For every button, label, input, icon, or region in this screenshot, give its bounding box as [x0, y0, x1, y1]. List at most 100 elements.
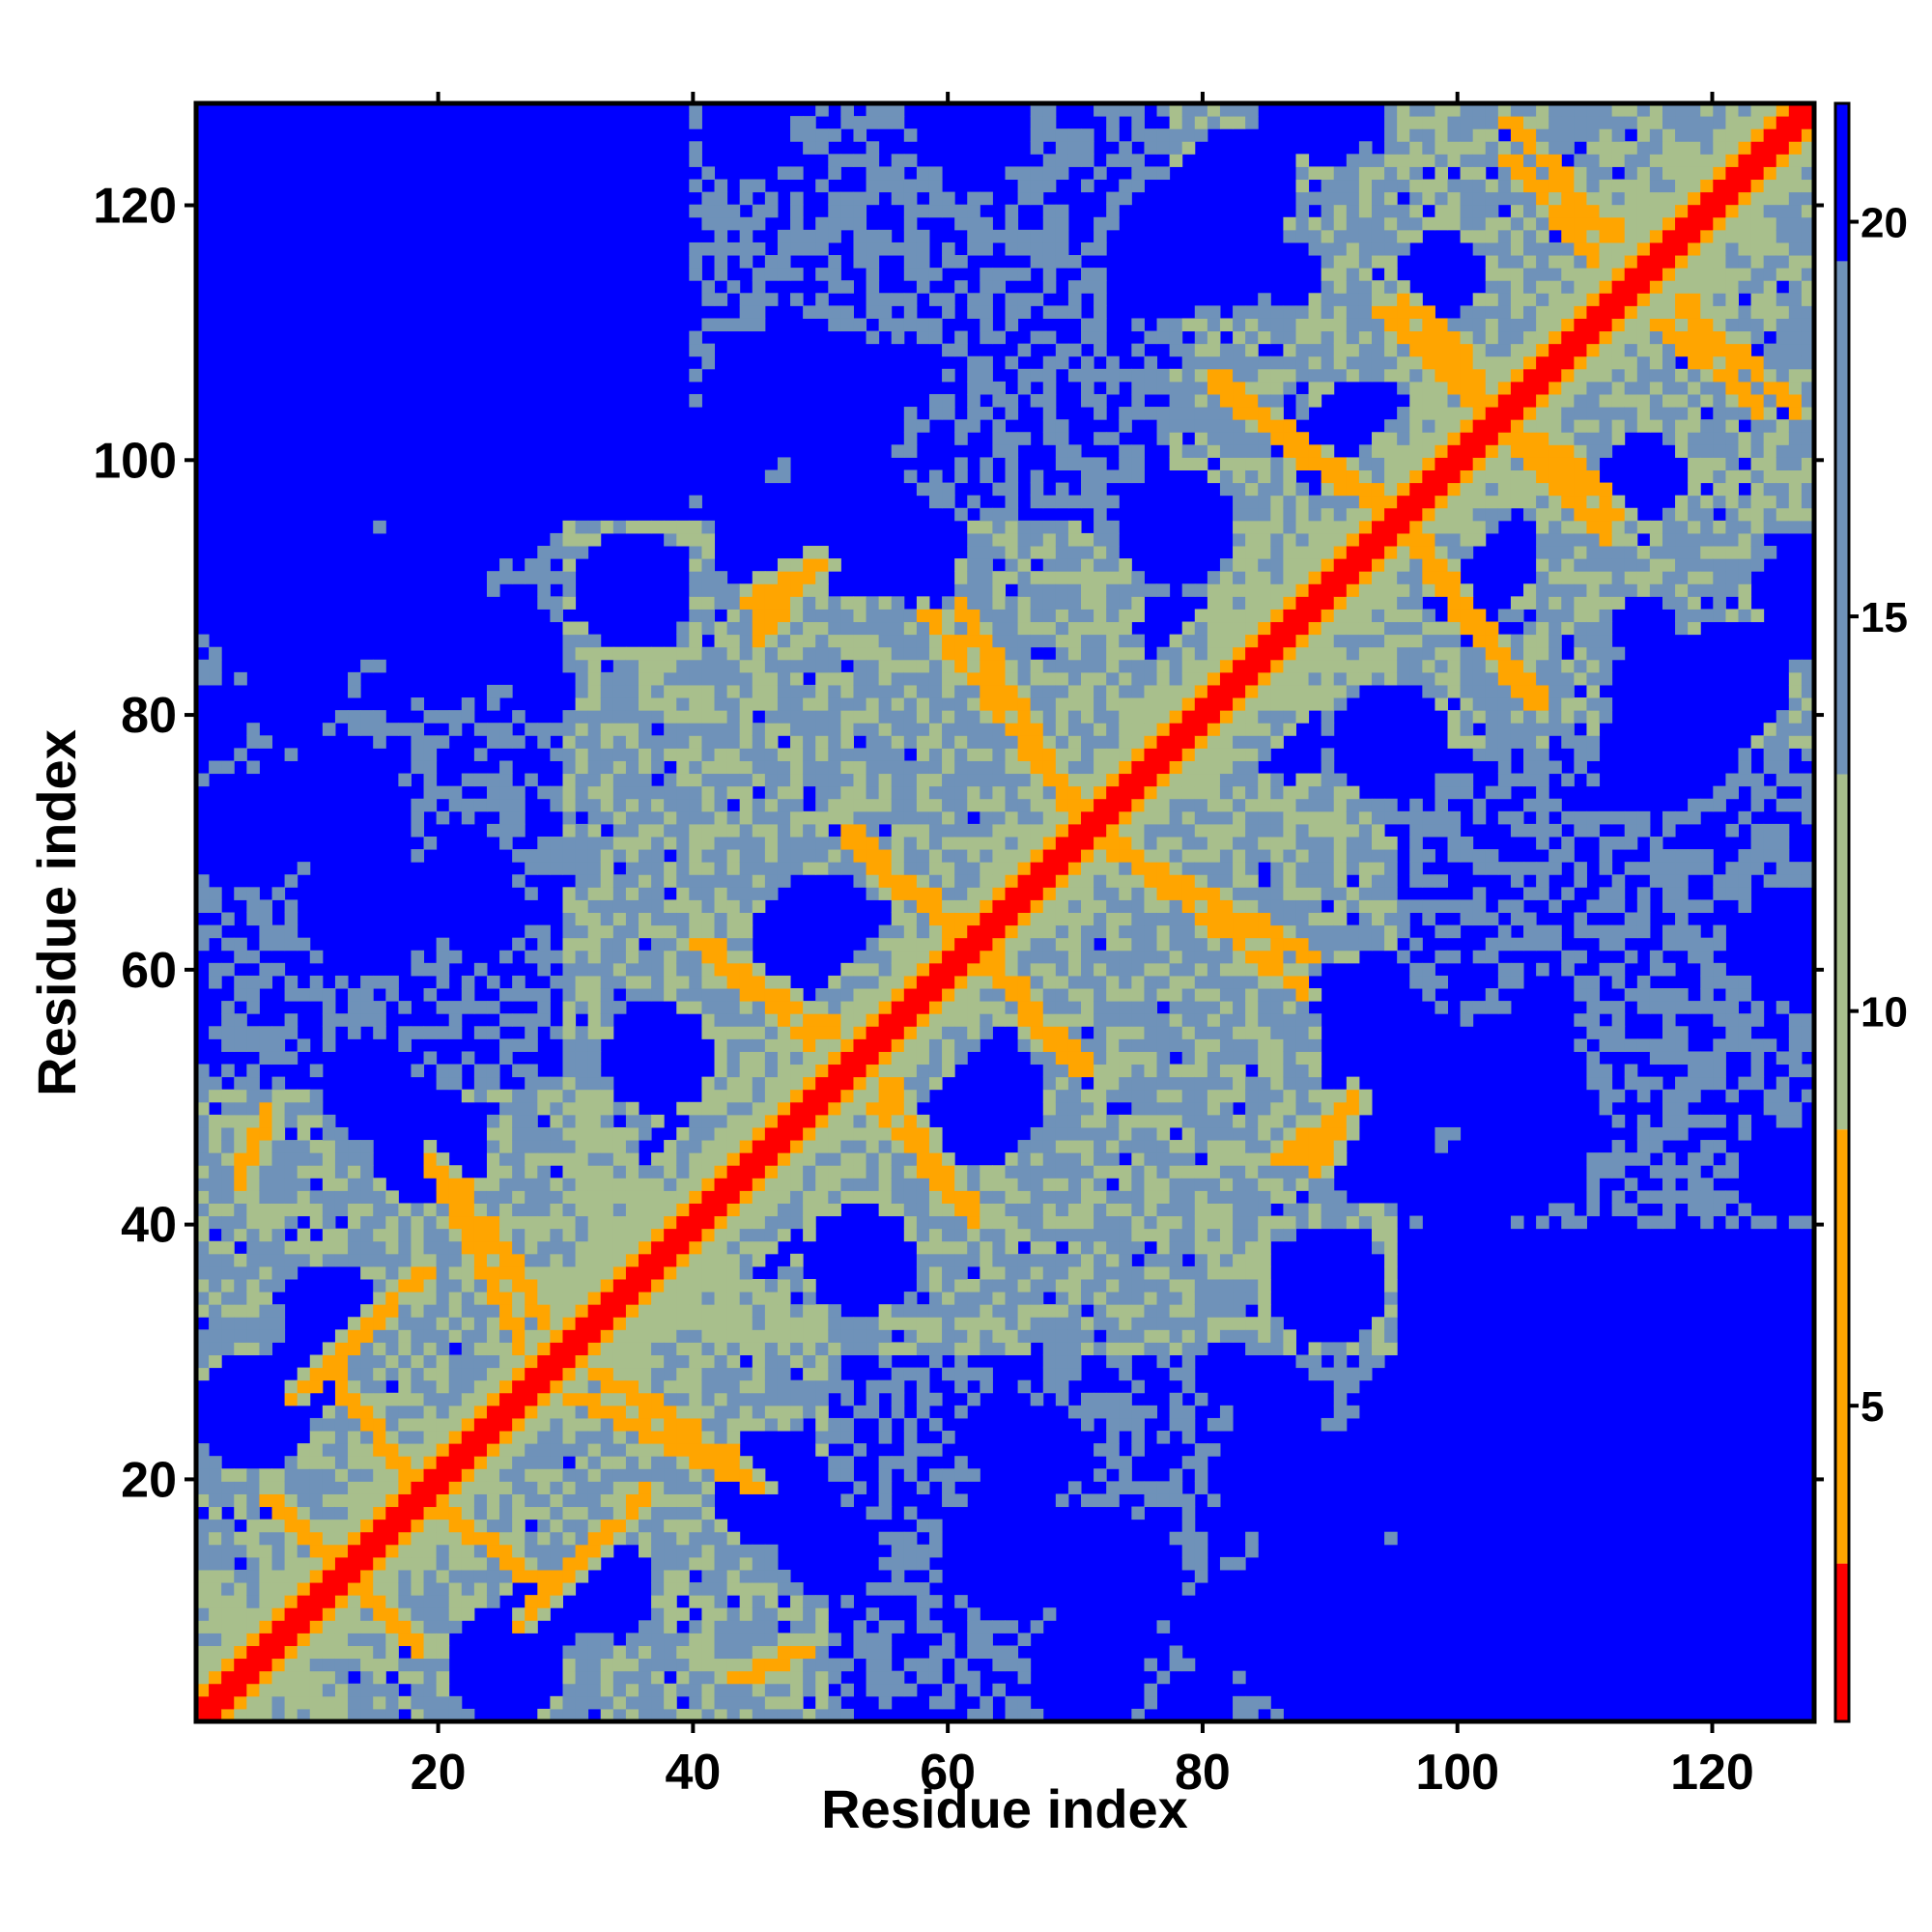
- heatmap-cell: [1042, 862, 1057, 875]
- heatmap-cell: [1017, 710, 1032, 724]
- heatmap-cell: [664, 1633, 677, 1646]
- heatmap-cell: [537, 1544, 551, 1558]
- heatmap-cell: [752, 773, 766, 787]
- heatmap-cell: [777, 710, 791, 724]
- heatmap-cell: [234, 1114, 247, 1128]
- heatmap-cell: [664, 1468, 677, 1482]
- heatmap-cell: [840, 1126, 854, 1141]
- heatmap-cell: [980, 1379, 993, 1394]
- heatmap-cell: [1042, 571, 1057, 584]
- heatmap-cell: [550, 1708, 563, 1722]
- heatmap-cell: [575, 899, 589, 913]
- heatmap-cell: [612, 1531, 627, 1546]
- heatmap-cell: [612, 671, 627, 686]
- heatmap-cell: [537, 1001, 551, 1014]
- heatmap-cell: [612, 1658, 627, 1672]
- heatmap-cell: [853, 116, 867, 129]
- heatmap-cell: [271, 1203, 286, 1217]
- heatmap-cell: [689, 596, 702, 610]
- heatmap-cell: [676, 862, 690, 875]
- heatmap-cell: [221, 1101, 235, 1116]
- heatmap-cell: [954, 1456, 968, 1469]
- heatmap-cell: [575, 836, 589, 850]
- heatmap-cell: [625, 710, 639, 724]
- heatmap-cell: [726, 1531, 741, 1546]
- heatmap-cell: [625, 1101, 639, 1116]
- heatmap-cell: [385, 1595, 399, 1608]
- heatmap-cell: [752, 836, 766, 850]
- heatmap-cell: [866, 1126, 880, 1141]
- heatmap-cell: [587, 634, 602, 648]
- heatmap-cell: [461, 1051, 475, 1065]
- heatmap-cell: [664, 1417, 677, 1432]
- heatmap-cell: [689, 1178, 702, 1191]
- heatmap-cell: [639, 773, 652, 787]
- heatmap-cell: [828, 671, 841, 686]
- heatmap-cell: [942, 785, 955, 800]
- heatmap-cell: [903, 432, 918, 445]
- heatmap-cell: [790, 216, 804, 231]
- heatmap-cell: [726, 1240, 741, 1255]
- heatmap-cell: [1081, 571, 1094, 584]
- heatmap-cell: [1017, 671, 1032, 686]
- heatmap-cell: [512, 1152, 526, 1166]
- heatmap-cell: [625, 646, 639, 661]
- heatmap-cell: [916, 1051, 930, 1065]
- heatmap-cell: [954, 874, 968, 888]
- heatmap-cell: [664, 1367, 677, 1381]
- heatmap-cell: [284, 1620, 298, 1634]
- heatmap-cell: [714, 229, 728, 243]
- heatmap-cell: [676, 1329, 690, 1343]
- heatmap-cell: [764, 1240, 779, 1255]
- heatmap-cell: [714, 659, 728, 673]
- heatmap-cell: [1067, 532, 1082, 547]
- heatmap-cell: [891, 1038, 905, 1052]
- heatmap-cell: [664, 1165, 677, 1179]
- heatmap-cell: [411, 748, 425, 761]
- heatmap-cell: [360, 1317, 374, 1330]
- heatmap-cell: [562, 1354, 577, 1369]
- heatmap-cell: [271, 1190, 286, 1204]
- heatmap-cell: [1030, 748, 1044, 761]
- heatmap-cell: [777, 1265, 791, 1280]
- heatmap-cell: [980, 823, 993, 838]
- heatmap-cell: [512, 1265, 526, 1280]
- heatmap-cell: [1030, 571, 1044, 584]
- heatmap-cell: [980, 1001, 993, 1014]
- heatmap-cell: [1094, 407, 1107, 420]
- heatmap-cell: [726, 1683, 741, 1697]
- heatmap-cell: [1030, 962, 1044, 977]
- heatmap-cell: [1119, 1215, 1132, 1230]
- heatmap-cell: [1094, 1152, 1107, 1166]
- heatmap-cell: [1030, 1001, 1044, 1014]
- heatmap-cell: [916, 1089, 930, 1103]
- heatmap-cell: [587, 1013, 602, 1027]
- heatmap-cell: [612, 1240, 627, 1255]
- heatmap-cell: [739, 899, 753, 913]
- heatmap-cell: [701, 1013, 716, 1027]
- heatmap-cell: [562, 1265, 577, 1280]
- heatmap-cell: [1042, 684, 1057, 698]
- heatmap-cell: [436, 810, 450, 825]
- heatmap-cell: [1055, 343, 1069, 357]
- heatmap-cell: [891, 874, 905, 888]
- heatmap-cell: [1005, 710, 1019, 724]
- heatmap-cell: [587, 1292, 602, 1305]
- heatmap-cell: [550, 1544, 563, 1558]
- heatmap-cell: [790, 1190, 804, 1204]
- heatmap-cell: [790, 1595, 804, 1608]
- heatmap-cell: [575, 823, 589, 838]
- heatmap-cell: [689, 1203, 702, 1217]
- heatmap-cell: [385, 1544, 399, 1558]
- heatmap-cell: [612, 962, 627, 977]
- heatmap-cell: [840, 862, 854, 875]
- heatmap-cell: [1067, 1051, 1082, 1065]
- heatmap-cell: [777, 671, 791, 686]
- heatmap-cell: [651, 1658, 665, 1672]
- heatmap-cell: [891, 1531, 905, 1546]
- heatmap-cell: [612, 1695, 627, 1710]
- heatmap-cell: [828, 988, 841, 1002]
- heatmap-cell: [600, 1645, 614, 1660]
- heatmap-cell: [928, 1443, 943, 1457]
- heatmap-cell: [676, 671, 690, 686]
